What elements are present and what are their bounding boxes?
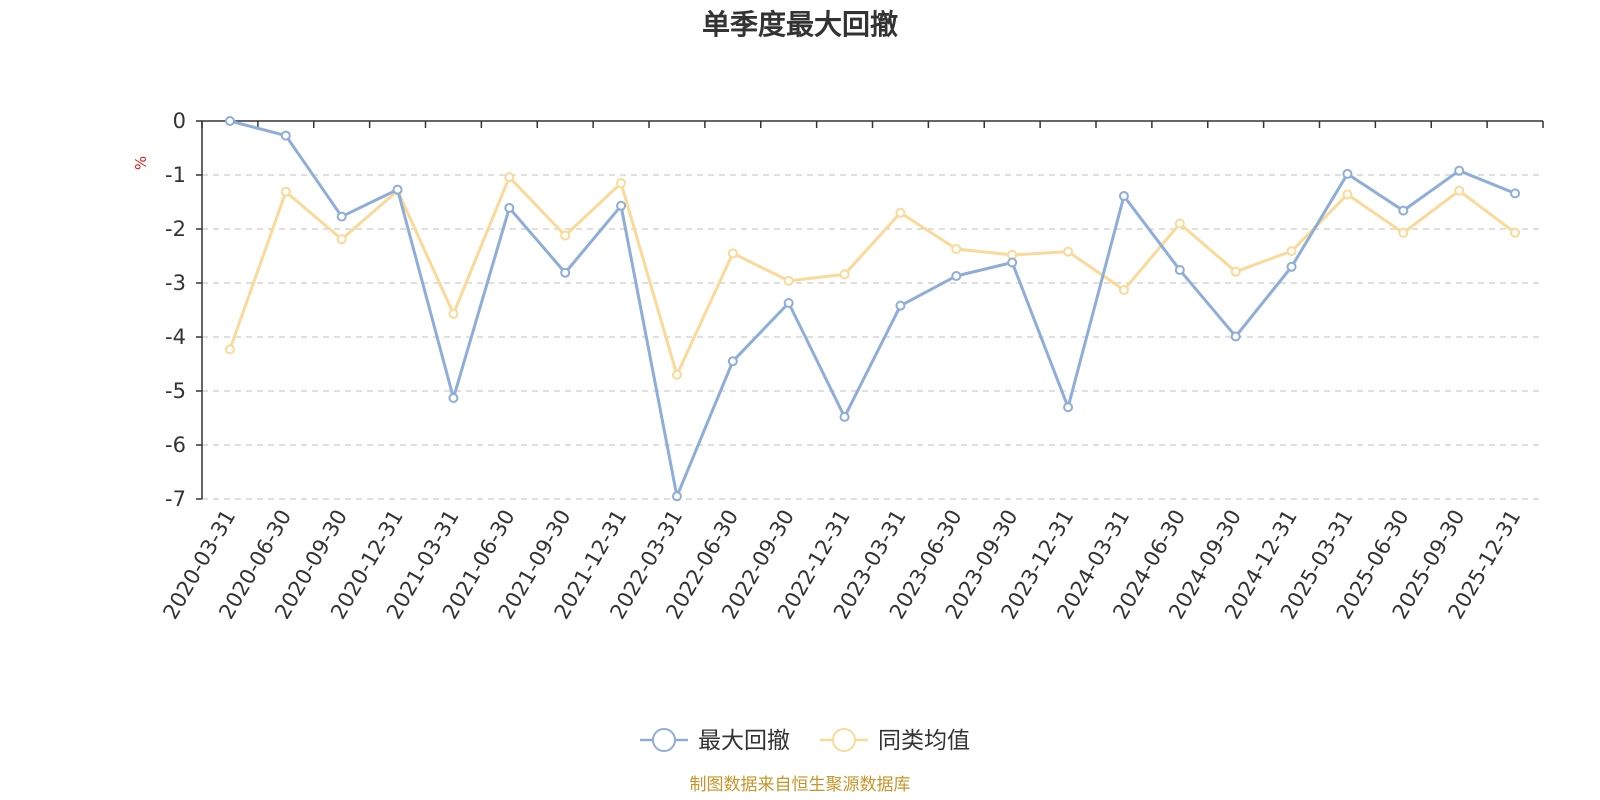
- data-point[interactable]: [1230, 331, 1241, 342]
- data-point[interactable]: [1510, 227, 1521, 238]
- data-point[interactable]: [616, 178, 627, 189]
- y-tick-label: -7: [165, 487, 186, 511]
- data-point[interactable]: [839, 411, 850, 422]
- data-point[interactable]: [1063, 246, 1074, 257]
- data-point[interactable]: [1230, 266, 1241, 277]
- data-point[interactable]: [1454, 165, 1465, 176]
- data-point[interactable]: [895, 207, 906, 218]
- data-point[interactable]: [280, 186, 291, 197]
- legend-item[interactable]: 同类均值: [820, 728, 970, 754]
- data-point[interactable]: [504, 172, 515, 183]
- data-point[interactable]: [1286, 246, 1297, 257]
- data-point[interactable]: [951, 243, 962, 254]
- data-point[interactable]: [616, 200, 627, 211]
- data-point[interactable]: [224, 344, 235, 355]
- y-tick-label: 0: [173, 109, 186, 133]
- axes: [196, 120, 1544, 500]
- chart-title: 单季度最大回撤: [702, 8, 898, 41]
- data-point[interactable]: [951, 270, 962, 281]
- data-point[interactable]: [727, 356, 738, 367]
- legend-label: 同类均值: [878, 728, 970, 754]
- data-point[interactable]: [1174, 218, 1185, 229]
- y-axis-ticks: 0 -1 -2 -3 -4 -5 -6 -7: [165, 109, 186, 511]
- legend-item[interactable]: 最大回撤: [640, 728, 790, 754]
- series-1: [224, 116, 1521, 502]
- data-point[interactable]: [336, 211, 347, 222]
- data-point[interactable]: [1510, 188, 1521, 199]
- legend[interactable]: 最大回撤 同类均值: [640, 728, 970, 754]
- y-tick-label: -6: [165, 433, 186, 457]
- legend-marker-icon: [832, 728, 856, 752]
- data-point[interactable]: [727, 248, 738, 259]
- data-source-note: 制图数据来自恒生聚源数据库: [690, 775, 911, 795]
- data-point[interactable]: [448, 308, 459, 319]
- data-point[interactable]: [839, 269, 850, 280]
- data-point[interactable]: [1063, 402, 1074, 413]
- series-line: [229, 119, 1516, 498]
- data-point[interactable]: [1342, 168, 1353, 179]
- x-axis-ticks: 2020-03-312020-06-302020-09-302020-12-31…: [158, 506, 1525, 624]
- data-point[interactable]: [1454, 185, 1465, 196]
- y-axis-unit: %: [132, 156, 150, 170]
- data-point[interactable]: [1007, 257, 1018, 268]
- data-point[interactable]: [1286, 261, 1297, 272]
- y-tick-label: -3: [165, 271, 186, 295]
- data-point[interactable]: [448, 393, 459, 404]
- data-point[interactable]: [504, 202, 515, 213]
- series-line: [228, 175, 1516, 377]
- data-point[interactable]: [280, 130, 291, 141]
- data-point[interactable]: [1118, 285, 1129, 296]
- data-point[interactable]: [1398, 205, 1409, 216]
- data-point[interactable]: [1398, 227, 1409, 238]
- y-tick-label: -1: [165, 163, 186, 187]
- data-point[interactable]: [336, 234, 347, 245]
- data-point[interactable]: [895, 300, 906, 311]
- data-point[interactable]: [560, 230, 571, 241]
- data-point[interactable]: [783, 297, 794, 308]
- grid-lines: [202, 174, 1543, 500]
- data-point[interactable]: [224, 116, 235, 126]
- data-point[interactable]: [1342, 189, 1353, 200]
- data-point[interactable]: [560, 267, 571, 278]
- data-point[interactable]: [783, 275, 794, 286]
- series-layer: [224, 116, 1521, 502]
- legend-marker-icon: [652, 728, 676, 752]
- data-point[interactable]: [1174, 265, 1185, 276]
- data-point[interactable]: [671, 491, 682, 502]
- legend-label: 最大回撤: [698, 728, 790, 754]
- data-point[interactable]: [1118, 191, 1129, 202]
- y-tick-label: -2: [165, 217, 186, 241]
- data-point[interactable]: [392, 184, 403, 195]
- y-tick-label: -4: [165, 325, 186, 349]
- y-tick-label: -5: [165, 379, 186, 403]
- data-point[interactable]: [671, 369, 682, 380]
